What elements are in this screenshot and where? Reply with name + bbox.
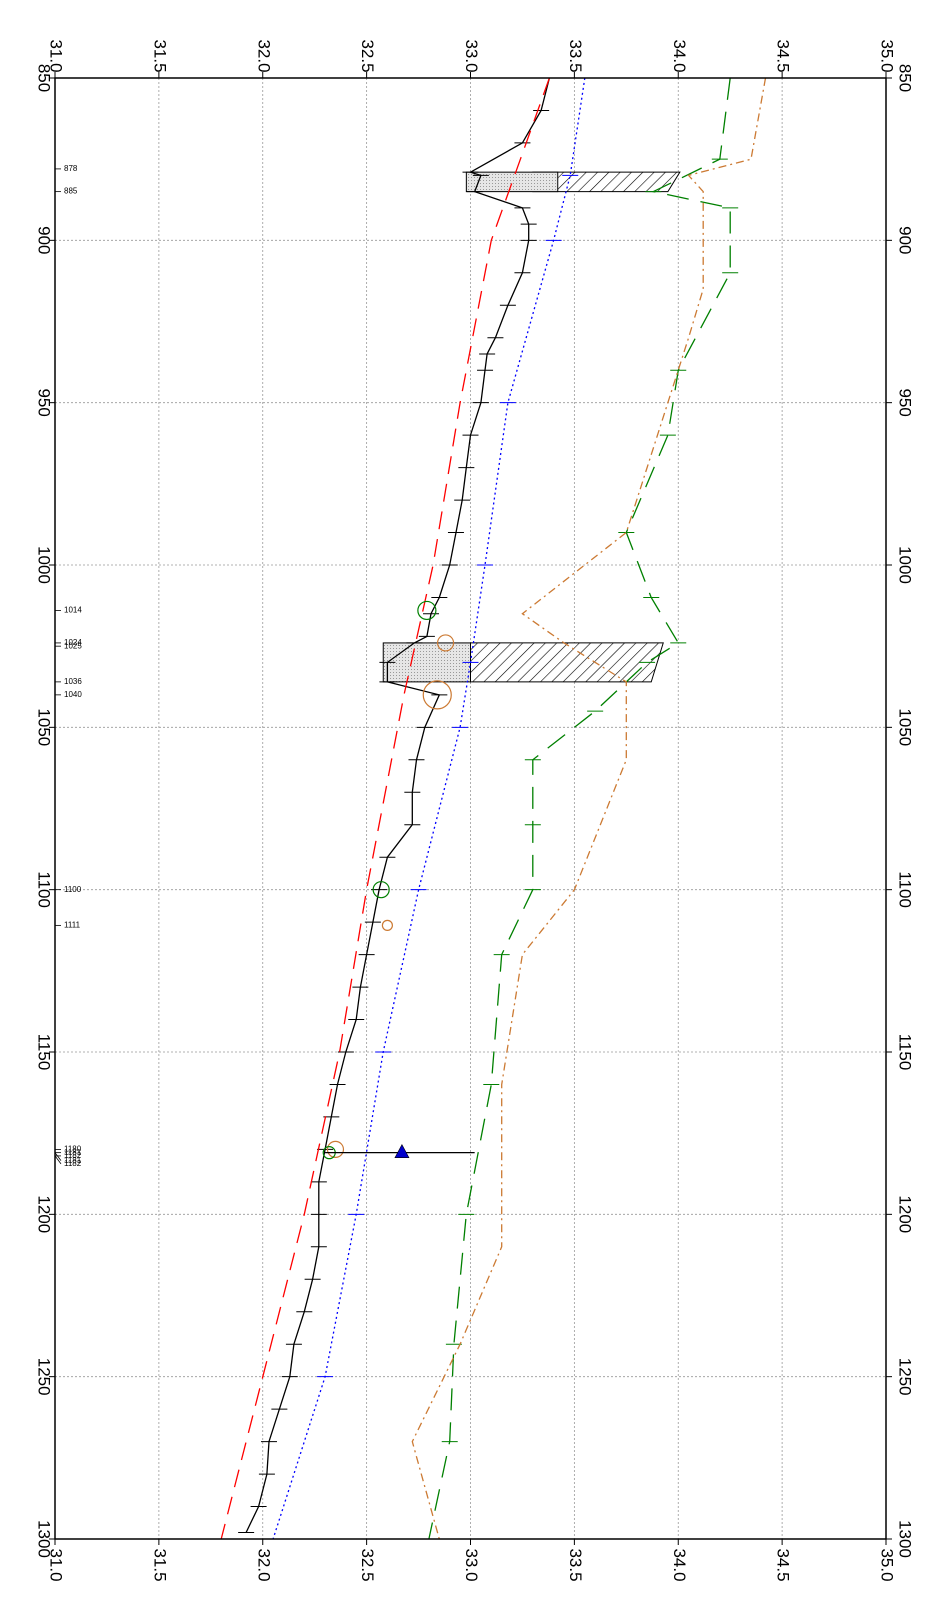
data-circle <box>417 600 437 621</box>
data-circle <box>422 680 452 710</box>
station-tick <box>54 1155 62 1165</box>
tick-label-x-left: 1150 <box>35 1034 54 1071</box>
tick-label-x-right: 1050 <box>896 708 915 746</box>
series-line-4 <box>428 77 731 1540</box>
tick-label-x-left: 1200 <box>35 1195 54 1233</box>
tick-label-x-right: 850 <box>896 64 915 92</box>
station-label: 1180 <box>64 1145 82 1154</box>
station-label: 1181 <box>64 1148 82 1157</box>
tick-label-x-left: 1250 <box>35 1358 54 1396</box>
tick-label-y-bottom: 33.5 <box>566 1548 585 1581</box>
tick-label-y-top: 32.5 <box>358 39 377 72</box>
tick-label-x-right: 900 <box>896 226 915 254</box>
tick-label-y-top: 31.5 <box>150 39 169 72</box>
tick-label-y-bottom: 34.5 <box>774 1548 793 1581</box>
station-labels: 8788851014102410251036104011001111118011… <box>54 164 82 1168</box>
tick-label-x-left: 1050 <box>35 708 54 746</box>
data-circle <box>372 881 390 899</box>
series-line-1 <box>245 77 551 1533</box>
tick-label-y-bottom: 31.0 <box>47 1548 66 1581</box>
tick-label-y-bottom: 34.0 <box>670 1548 689 1581</box>
triangle-marker <box>394 1144 410 1158</box>
bands <box>382 171 681 683</box>
station-label: 1024 <box>64 638 82 647</box>
station-label: 1040 <box>64 690 82 699</box>
tick-label-y-top: 33.5 <box>566 39 585 72</box>
data-circle <box>326 1140 345 1159</box>
shaded-band <box>465 171 559 193</box>
tick-label-x-right: 1300 <box>896 1520 915 1558</box>
data-circle <box>381 919 393 931</box>
series-line-2 <box>220 77 551 1540</box>
tick-label-x-left: 1100 <box>35 871 54 908</box>
tick-label-y-top: 35.0 <box>878 39 897 72</box>
series-line-3 <box>272 77 586 1540</box>
tick-label-x-left: 950 <box>35 388 54 416</box>
station-label: 1182 <box>64 1159 82 1168</box>
shaded-band <box>382 642 471 683</box>
tick-label-y-bottom: 35.0 <box>878 1548 897 1581</box>
tick-label-x-right: 1200 <box>896 1195 915 1233</box>
tick-label-x-right: 950 <box>896 388 915 416</box>
tick-label-y-bottom: 31.5 <box>150 1548 169 1581</box>
tick-label-y-top: 32.0 <box>254 39 273 72</box>
tick-label-y-top: 34.5 <box>774 39 793 72</box>
ticks: 850 850 900 900 950 950 1000 1000 1050 1050 1100 11… <box>35 39 915 1581</box>
station-label: 1181 <box>64 1156 82 1165</box>
tick-label-y-bottom: 32.0 <box>254 1548 273 1581</box>
tick-label-x-right: 1000 <box>896 546 915 584</box>
tick-label-x-left: 1000 <box>35 546 54 584</box>
station-label: 1014 <box>64 606 82 615</box>
series-line-5 <box>411 77 767 1540</box>
data-circle <box>436 634 455 652</box>
station-label: 1111 <box>64 920 81 929</box>
station-label: 1036 <box>64 677 82 686</box>
station-label: 878 <box>64 164 78 173</box>
tick-label-y-top: 31.0 <box>47 39 66 72</box>
station-label: 1025 <box>64 641 82 650</box>
tick-label-y-bottom: 32.5 <box>358 1548 377 1581</box>
station-label: 1182 <box>64 1151 82 1160</box>
station-label: 885 <box>64 187 78 196</box>
hatched-band <box>470 642 664 683</box>
tick-label-x-right: 1150 <box>896 1034 915 1071</box>
tick-label-y-top: 34.0 <box>670 39 689 72</box>
tick-label-x-left: 1300 <box>35 1520 54 1558</box>
markers <box>322 600 475 1160</box>
station-tick <box>54 1152 62 1161</box>
grid <box>55 78 886 1539</box>
tick-label-x-right: 1100 <box>896 871 915 908</box>
tick-label-y-top: 33.0 <box>462 39 481 72</box>
tick-label-x-left: 900 <box>35 226 54 254</box>
series <box>220 77 767 1540</box>
station-label: 1100 <box>64 885 82 894</box>
tick-label-x-right: 1250 <box>896 1358 915 1396</box>
tick-label-y-bottom: 33.0 <box>462 1548 481 1581</box>
tick-label-x-left: 850 <box>35 64 54 92</box>
